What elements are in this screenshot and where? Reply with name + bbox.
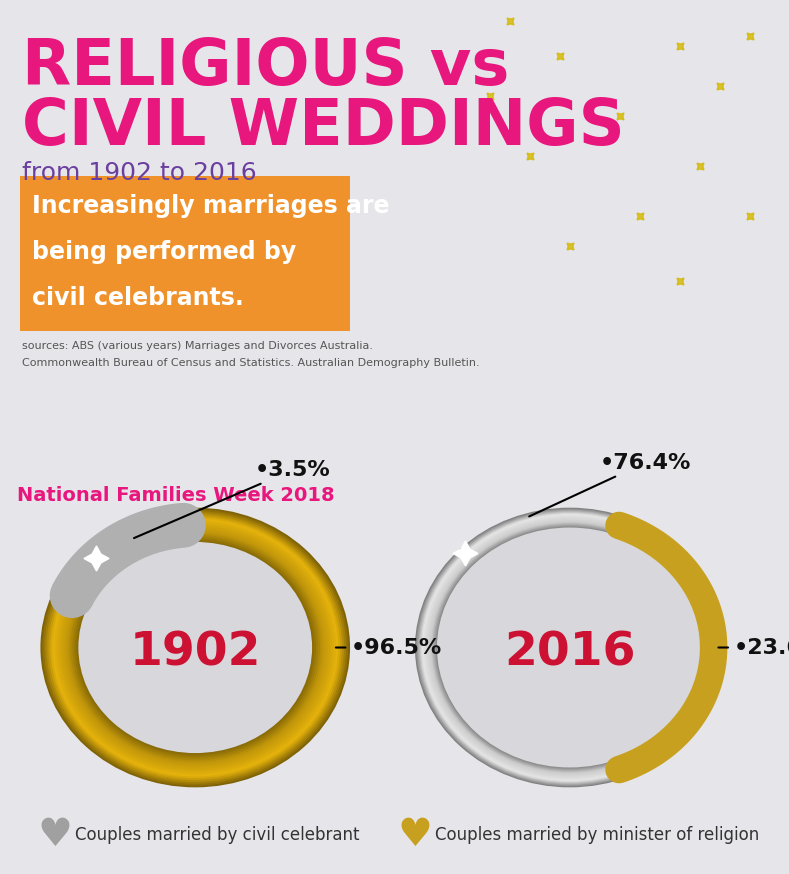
Text: 1902: 1902 bbox=[129, 630, 261, 675]
Text: Couples married by civil celebrant: Couples married by civil celebrant bbox=[75, 826, 360, 843]
Text: CIVIL WEDDINGS: CIVIL WEDDINGS bbox=[22, 96, 625, 158]
Ellipse shape bbox=[44, 511, 346, 784]
Ellipse shape bbox=[73, 537, 318, 759]
Ellipse shape bbox=[78, 542, 312, 753]
Ellipse shape bbox=[48, 515, 342, 780]
Ellipse shape bbox=[433, 524, 706, 771]
Ellipse shape bbox=[435, 525, 705, 770]
Ellipse shape bbox=[78, 542, 312, 753]
Ellipse shape bbox=[54, 520, 336, 774]
Ellipse shape bbox=[417, 510, 722, 785]
Ellipse shape bbox=[418, 510, 721, 784]
Text: from 1902 to 2016: from 1902 to 2016 bbox=[22, 161, 256, 185]
Text: Commonwealth Bureau of Census and Statistics. Australian Demography Bulletin.: Commonwealth Bureau of Census and Statis… bbox=[22, 358, 480, 368]
Ellipse shape bbox=[77, 540, 314, 755]
Ellipse shape bbox=[420, 512, 720, 783]
Text: •76.4%: •76.4% bbox=[529, 453, 691, 517]
Ellipse shape bbox=[416, 509, 724, 787]
Ellipse shape bbox=[423, 515, 716, 780]
Ellipse shape bbox=[52, 518, 338, 776]
Ellipse shape bbox=[61, 526, 330, 769]
Text: •3.5%: •3.5% bbox=[134, 460, 331, 538]
Ellipse shape bbox=[425, 517, 714, 778]
Text: civil celebrants.: civil celebrants. bbox=[32, 286, 244, 310]
Ellipse shape bbox=[50, 517, 340, 779]
Text: ♥: ♥ bbox=[398, 815, 432, 854]
Text: Increasingly marriages are: Increasingly marriages are bbox=[32, 194, 390, 218]
Text: RELIGIOUS vs: RELIGIOUS vs bbox=[22, 36, 510, 98]
Text: sources: ABS (various years) Marriages and Divorces Australia.: sources: ABS (various years) Marriages a… bbox=[22, 341, 373, 351]
Ellipse shape bbox=[422, 514, 718, 781]
Ellipse shape bbox=[436, 526, 704, 768]
Text: 2016: 2016 bbox=[504, 630, 636, 675]
Ellipse shape bbox=[69, 533, 322, 762]
Ellipse shape bbox=[429, 520, 711, 775]
Text: Couples married by minister of religion: Couples married by minister of religion bbox=[435, 826, 759, 843]
Ellipse shape bbox=[424, 516, 716, 779]
Ellipse shape bbox=[65, 530, 326, 766]
Ellipse shape bbox=[437, 528, 703, 767]
Ellipse shape bbox=[415, 508, 724, 787]
Ellipse shape bbox=[421, 513, 719, 782]
Ellipse shape bbox=[430, 521, 709, 773]
FancyBboxPatch shape bbox=[20, 177, 350, 331]
Ellipse shape bbox=[70, 535, 320, 760]
Ellipse shape bbox=[431, 523, 709, 773]
Text: ♥: ♥ bbox=[38, 815, 73, 854]
Ellipse shape bbox=[40, 508, 350, 787]
Ellipse shape bbox=[56, 522, 334, 773]
Text: •96.5%: •96.5% bbox=[336, 637, 443, 657]
Ellipse shape bbox=[62, 528, 328, 767]
Text: •23.6%: •23.6% bbox=[719, 637, 789, 657]
Ellipse shape bbox=[66, 531, 324, 764]
Ellipse shape bbox=[427, 518, 713, 777]
Ellipse shape bbox=[74, 538, 316, 757]
Ellipse shape bbox=[437, 528, 703, 767]
Ellipse shape bbox=[43, 510, 348, 786]
Ellipse shape bbox=[58, 524, 332, 771]
Text: being performed by: being performed by bbox=[32, 240, 296, 264]
Ellipse shape bbox=[432, 524, 707, 772]
Ellipse shape bbox=[47, 513, 344, 782]
Ellipse shape bbox=[428, 519, 712, 776]
Text: National Families Week 2018: National Families Week 2018 bbox=[17, 487, 335, 505]
